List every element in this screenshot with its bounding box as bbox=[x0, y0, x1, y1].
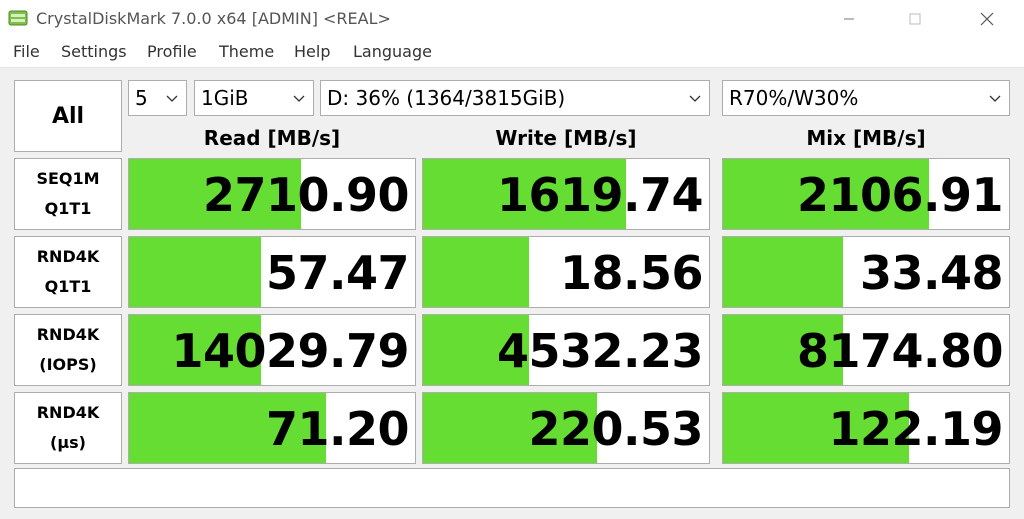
write-header: Write [MB/s] bbox=[495, 126, 637, 150]
menu-language[interactable]: Language bbox=[353, 42, 432, 61]
score-bar bbox=[129, 393, 327, 463]
result-read: 14029.79 bbox=[128, 314, 416, 386]
result-value: 122.19 bbox=[828, 402, 1003, 456]
result-mix: 33.48 bbox=[722, 236, 1010, 308]
menu-help[interactable]: Help bbox=[294, 42, 331, 61]
result-value: 8174.80 bbox=[796, 324, 1004, 378]
result-read: 2710.90 bbox=[128, 158, 416, 230]
result-read: 71.20 bbox=[128, 392, 416, 464]
close-icon bbox=[980, 12, 994, 26]
result-value: 57.47 bbox=[265, 246, 410, 300]
result-value: 18.56 bbox=[559, 246, 704, 300]
result-write: 220.53 bbox=[422, 392, 710, 464]
read-header: Read [MB/s] bbox=[203, 126, 341, 150]
test-count-select[interactable]: 5 bbox=[128, 80, 187, 116]
menu-profile[interactable]: Profile bbox=[147, 42, 197, 61]
score-bar bbox=[423, 315, 529, 385]
test-size-select[interactable]: 1GiB bbox=[194, 80, 314, 116]
minimize-button[interactable] bbox=[826, 0, 872, 38]
minimize-icon bbox=[844, 18, 854, 20]
row-label-line1: RND4K bbox=[36, 247, 100, 266]
menu-theme[interactable]: Theme bbox=[219, 42, 275, 61]
result-value: 220.53 bbox=[528, 402, 703, 456]
result-value: 33.48 bbox=[859, 246, 1004, 300]
score-bar bbox=[423, 159, 627, 229]
score-bar bbox=[423, 237, 529, 307]
score-bar bbox=[129, 315, 261, 385]
test-button-seq1m-q1t1[interactable]: SEQ1M Q1T1 bbox=[14, 158, 122, 230]
score-bar bbox=[723, 315, 844, 385]
score-bar bbox=[129, 237, 261, 307]
result-value: 14029.79 bbox=[171, 324, 409, 378]
maximize-icon bbox=[909, 13, 921, 25]
test-button-rnd4k-iops[interactable]: RND4K (IOPS) bbox=[14, 314, 122, 386]
result-write: 1619.74 bbox=[422, 158, 710, 230]
score-bar bbox=[723, 159, 929, 229]
result-mix: 2106.91 bbox=[722, 158, 1010, 230]
result-value: 4532.23 bbox=[496, 324, 704, 378]
close-button[interactable] bbox=[964, 0, 1010, 38]
all-button[interactable]: All bbox=[14, 80, 122, 152]
chevron-down-icon bbox=[293, 95, 305, 102]
test-button-rnd4k-q1t1[interactable]: RND4K Q1T1 bbox=[14, 236, 122, 308]
result-value: 1619.74 bbox=[496, 168, 704, 222]
window-title: CrystalDiskMark 7.0.0 x64 [ADMIN] <REAL> bbox=[36, 9, 391, 28]
comment-input[interactable] bbox=[14, 468, 1010, 508]
result-read: 57.47 bbox=[128, 236, 416, 308]
mix-ratio-value: R70%/W30% bbox=[729, 86, 859, 110]
result-write: 4532.23 bbox=[422, 314, 710, 386]
score-bar bbox=[129, 159, 301, 229]
score-bar bbox=[423, 393, 598, 463]
chevron-down-icon bbox=[989, 95, 1001, 102]
score-bar bbox=[723, 237, 844, 307]
score-bar bbox=[723, 393, 909, 463]
test-count-value: 5 bbox=[135, 86, 148, 110]
row-label-line1: RND4K bbox=[36, 325, 100, 344]
result-value: 2106.91 bbox=[796, 168, 1004, 222]
test-button-rnd4k-latency[interactable]: RND4K (μs) bbox=[14, 392, 122, 464]
menu-settings[interactable]: Settings bbox=[61, 42, 127, 61]
row-label-line1: SEQ1M bbox=[36, 169, 100, 188]
result-mix: 122.19 bbox=[722, 392, 1010, 464]
test-size-value: 1GiB bbox=[201, 86, 249, 110]
menu-file[interactable]: File bbox=[13, 42, 40, 61]
result-value: 2710.90 bbox=[202, 168, 410, 222]
chevron-down-icon bbox=[689, 95, 701, 102]
row-label-line2: (μs) bbox=[50, 433, 86, 452]
row-label-line2: Q1T1 bbox=[44, 277, 92, 296]
result-write: 18.56 bbox=[422, 236, 710, 308]
chevron-down-icon bbox=[166, 95, 178, 102]
row-label-line2: Q1T1 bbox=[44, 199, 92, 218]
drive-select[interactable]: D: 36% (1364/3815GiB) bbox=[320, 80, 710, 116]
app-icon bbox=[8, 10, 28, 26]
row-label-line2: (IOPS) bbox=[39, 355, 97, 374]
row-label-line1: RND4K bbox=[36, 403, 100, 422]
menu-bar: File Settings Profile Theme Help Languag… bbox=[0, 38, 1024, 68]
drive-value: D: 36% (1364/3815GiB) bbox=[327, 86, 566, 110]
result-mix: 8174.80 bbox=[722, 314, 1010, 386]
maximize-button[interactable] bbox=[892, 0, 938, 38]
result-value: 71.20 bbox=[265, 402, 410, 456]
title-bar[interactable]: CrystalDiskMark 7.0.0 x64 [ADMIN] <REAL> bbox=[0, 0, 1024, 38]
mix-ratio-select[interactable]: R70%/W30% bbox=[722, 80, 1010, 116]
mix-header: Mix [MB/s] bbox=[806, 126, 926, 150]
